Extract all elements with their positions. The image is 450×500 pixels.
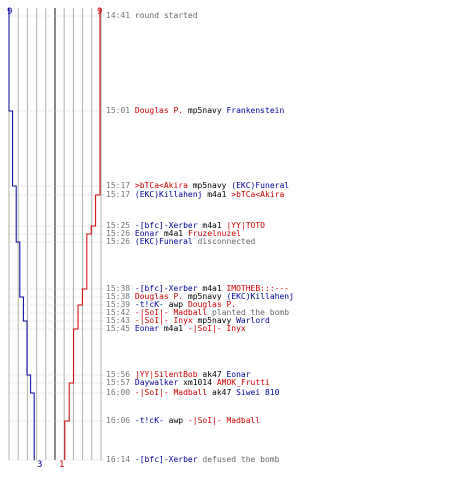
killer-name: (EKC)Killahenj (134, 190, 203, 199)
event-time: 15:56 (106, 370, 131, 379)
log-entry: 15:17 (EKC)Killahenj m4a1 >bTCa<Akira (106, 190, 284, 199)
log-entry: 16:14 -[bfc]-Xerber defused the bomb (106, 455, 279, 464)
killer-name: -[bfc]-Xerber (134, 221, 198, 230)
killer-name: >bTCa<Akira (134, 181, 188, 190)
player-name: -[bfc]-Xerber (134, 455, 198, 464)
red-team-alive-line (64, 8, 101, 460)
event-time: 15:26 (106, 237, 131, 246)
killer-name: Daywalker (134, 378, 179, 387)
log-entry: 15:39 -t!cK- awp Douglas P. (106, 300, 236, 309)
event-time: 15:43 (106, 316, 131, 325)
weapon-name: m4a1 (207, 190, 227, 199)
event-time: 15:25 (106, 221, 131, 230)
log-entry: 15:57 Daywalker xm1014 AMOK_Frutti (106, 378, 270, 387)
event-time: 15:45 (106, 324, 131, 333)
killer-name: -t!cK- (134, 416, 164, 425)
log-entry: 15:25 -[bfc]-Xerber m4a1 |YY|TOTO (106, 221, 265, 230)
victim-name: Warlord (236, 316, 270, 325)
event-guide-lines (9, 15, 104, 461)
killer-name: -|SoI|- Inyx (134, 316, 193, 325)
blue-team-alive-line (8, 8, 35, 460)
event-time: 16:06 (106, 416, 131, 425)
event-time: 16:00 (106, 388, 131, 397)
log-entry: 15:26 Eonar m4a1 Fruzelnuzel (106, 229, 241, 238)
weapon-name: awp (168, 416, 184, 425)
event-message: disconnected (197, 237, 256, 246)
killer-name: |YY|SilentBob (134, 370, 198, 379)
weapon-name: m4a1 (163, 229, 184, 238)
event-time: 15:42 (106, 308, 131, 317)
log-entry: 15:26 (EKC)Funeral disconnected (106, 237, 255, 246)
event-time: 15:57 (106, 378, 131, 387)
log-entry: 15:42 -|SoI|- Madball planted the bomb (106, 308, 289, 317)
event-time: 15:38 (106, 284, 131, 293)
log-entry: 15:45 Eonar m4a1 -|SoI|- Inyx (106, 324, 246, 333)
event-message: planted the bomb (212, 308, 290, 317)
weapon-name: m4a1 (202, 221, 222, 230)
weapon-name: mp5navy (187, 106, 222, 115)
event-time: 15:39 (106, 300, 131, 309)
log-entry: 15:43 -|SoI|- Inyx mp5navy Warlord (106, 316, 270, 325)
victim-name: -|SoI|- Inyx (187, 324, 246, 333)
victim-name: IMOTHEB:::--- (226, 284, 290, 293)
weapon-name: mp5navy (187, 292, 222, 301)
weapon-name: mp5navy (197, 316, 232, 325)
weapon-name: ak47 (212, 388, 232, 397)
victim-name: Douglas P. (187, 300, 237, 309)
victim-name: Fruzelnuzel (187, 229, 241, 238)
victim-name: Siwei 810 (236, 388, 280, 397)
log-entry: 15:17 >bTCa<Akira mp5navy (EKC)Funeral (106, 181, 289, 190)
victim-name: (EKC)Funeral (231, 181, 290, 190)
event-time: 15:26 (106, 229, 131, 238)
weapon-name: ak47 (202, 370, 222, 379)
red-end-count: 1 (59, 460, 64, 470)
killer-name: Eonar (134, 229, 160, 238)
log-entry: 16:06 -t!cK- awp -|SoI|- Madball (106, 416, 260, 425)
weapon-name: awp (168, 300, 184, 309)
killer-name: -|SoI|- Madball (134, 388, 208, 397)
killer-name: Eonar (134, 324, 160, 333)
event-time: 16:14 (106, 455, 131, 464)
log-entry: 15:56 |YY|SilentBob ak47 Eonar (106, 370, 251, 379)
victim-name: AMOK_Frutti (216, 378, 270, 387)
blue-end-count: 3 (37, 460, 42, 470)
weapon-name: mp5navy (192, 181, 227, 190)
victim-name: Frankenstein (226, 106, 285, 115)
event-time: 15:38 (106, 292, 131, 301)
killer-name: Douglas P. (134, 106, 184, 115)
victim-name: >bTCa<Akira (231, 190, 285, 199)
event-time: 15:17 (106, 181, 131, 190)
event-time: 15:01 (106, 106, 131, 115)
killer-name: -[bfc]-Xerber (134, 284, 198, 293)
blue-start-count: 9 (7, 7, 12, 17)
event-time: 15:17 (106, 190, 131, 199)
event-message: defused the bomb (202, 455, 280, 464)
log-entry: 15:01 Douglas P. mp5navy Frankenstein (106, 106, 284, 115)
weapon-name: m4a1 (163, 324, 184, 333)
log-entry: 16:00 -|SoI|- Madball ak47 Siwei 810 (106, 388, 279, 397)
victim-name: -|SoI|- Madball (187, 416, 261, 425)
log-entry: 15:38 -[bfc]-Xerber m4a1 IMOTHEB:::--- (106, 284, 289, 293)
log-entry: 14:41 round started (106, 11, 198, 20)
event-time: 14:41 (106, 11, 131, 20)
alive-players-timeline: 9 9 3 1 (7, 7, 104, 470)
killer-name: -t!cK- (134, 300, 164, 309)
player-name: (EKC)Funeral (134, 237, 193, 246)
victim-name: |YY|TOTO (226, 221, 265, 230)
weapon-name: m4a1 (202, 284, 222, 293)
red-start-count: 9 (97, 7, 102, 17)
victim-name: (EKC)Killahenj (226, 292, 294, 301)
killer-name: Douglas P. (134, 292, 184, 301)
event-message: round started (134, 11, 198, 20)
victim-name: Eonar (226, 370, 251, 379)
weapon-name: xm1014 (183, 378, 213, 387)
player-name: -|SoI|- Madball (134, 308, 208, 317)
log-entry: 15:38 Douglas P. mp5navy (EKC)Killahenj (106, 292, 294, 301)
